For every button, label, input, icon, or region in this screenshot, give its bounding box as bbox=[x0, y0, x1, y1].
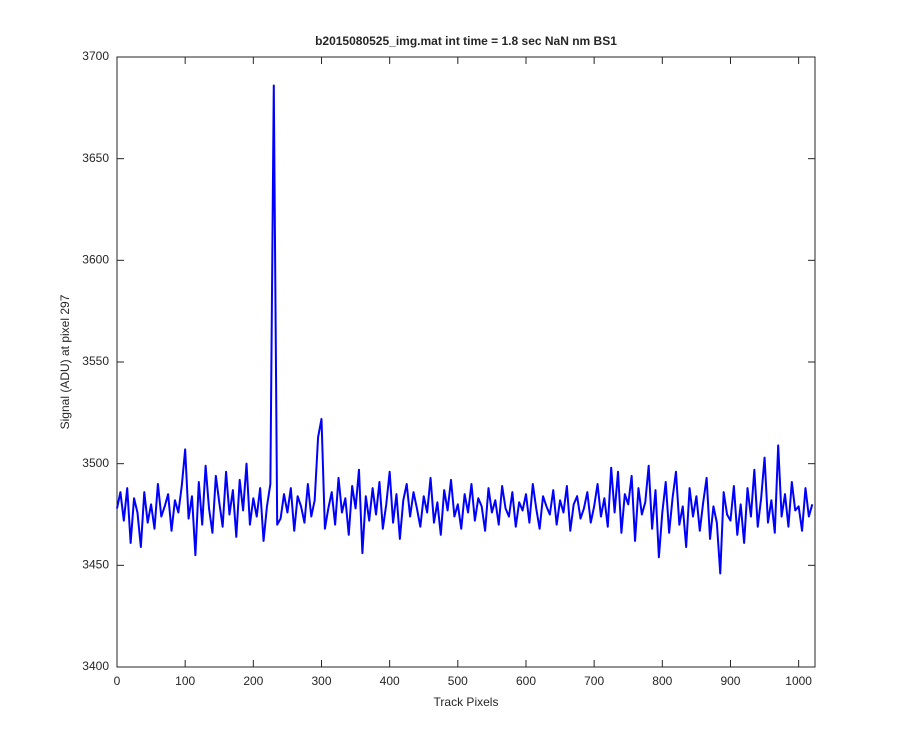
x-tick-label: 900 bbox=[720, 674, 740, 688]
x-tick-label: 1000 bbox=[785, 674, 812, 688]
x-axis-label: Track Pixels bbox=[434, 695, 499, 709]
y-tick-label: 3700 bbox=[82, 49, 109, 63]
y-tick-label: 3400 bbox=[82, 659, 109, 673]
y-tick-label: 3650 bbox=[82, 151, 109, 165]
chart-title: b2015080525_img.mat int time = 1.8 sec N… bbox=[315, 34, 617, 48]
y-tick-label: 3550 bbox=[82, 354, 109, 368]
y-tick-label: 3450 bbox=[82, 558, 109, 572]
x-tick-label: 500 bbox=[448, 674, 468, 688]
y-axis-label: Signal (ADU) at pixel 297 bbox=[58, 294, 72, 429]
x-tick-label: 400 bbox=[380, 674, 400, 688]
x-tick-label: 0 bbox=[114, 674, 121, 688]
x-tick-label: 700 bbox=[584, 674, 604, 688]
y-tick-label: 3600 bbox=[82, 253, 109, 267]
data-line bbox=[116, 84, 814, 575]
x-tick-label: 300 bbox=[311, 674, 331, 688]
x-tick-label: 600 bbox=[516, 674, 536, 688]
plot-box bbox=[116, 56, 816, 668]
y-tick-label: 3500 bbox=[82, 456, 109, 470]
x-tick-label: 200 bbox=[243, 674, 263, 688]
x-tick-label: 800 bbox=[652, 674, 672, 688]
x-tick-label: 100 bbox=[175, 674, 195, 688]
